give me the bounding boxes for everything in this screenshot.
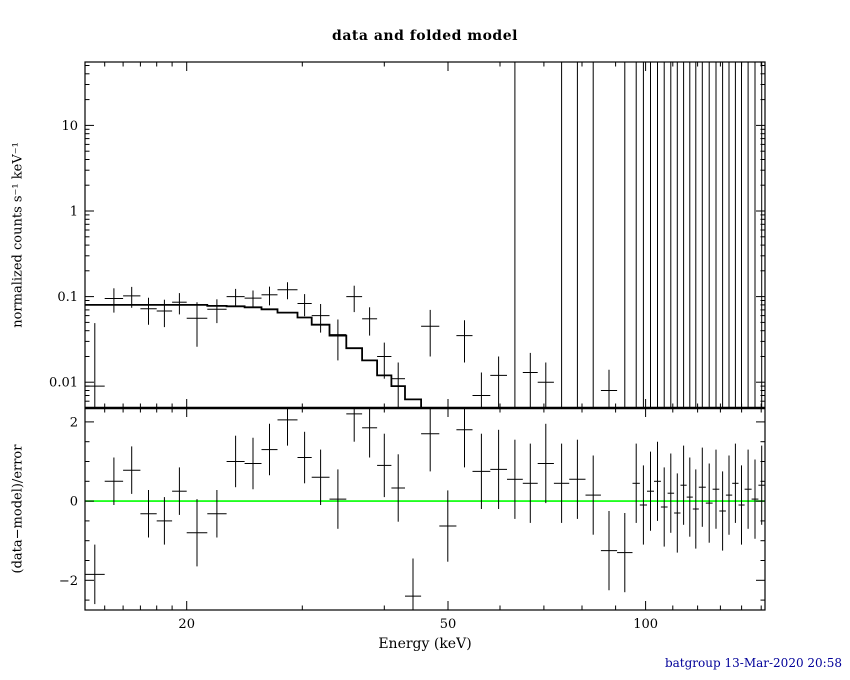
y-tick-label: 0 bbox=[70, 495, 78, 510]
y-tick-label: 1 bbox=[70, 204, 78, 219]
x-tick-label: 50 bbox=[440, 617, 457, 632]
residual-panel-data bbox=[85, 408, 765, 610]
y-tick-label: 2 bbox=[70, 415, 78, 430]
timestamp-label: batgroup 13-Mar-2020 20:58 bbox=[664, 656, 842, 670]
x-tick-label: 100 bbox=[633, 617, 658, 632]
plot-title: data and folded model bbox=[332, 28, 518, 44]
top-panel-data bbox=[85, 62, 763, 408]
bottom-y-axis-label: (data−model)/error bbox=[10, 444, 26, 574]
y-tick-label: −2 bbox=[59, 574, 78, 589]
y-tick-label: 10 bbox=[61, 119, 78, 134]
model-line bbox=[85, 304, 422, 408]
y-tick-label: 0.01 bbox=[49, 376, 78, 391]
y-tick-label: 0.1 bbox=[57, 290, 78, 305]
axes-frame bbox=[84, 61, 766, 611]
x-tick-label: 20 bbox=[178, 617, 195, 632]
top-y-axis-label: normalized counts s⁻¹ keV⁻¹ bbox=[10, 142, 26, 328]
x-axis-label: Energy (keV) bbox=[378, 636, 472, 652]
